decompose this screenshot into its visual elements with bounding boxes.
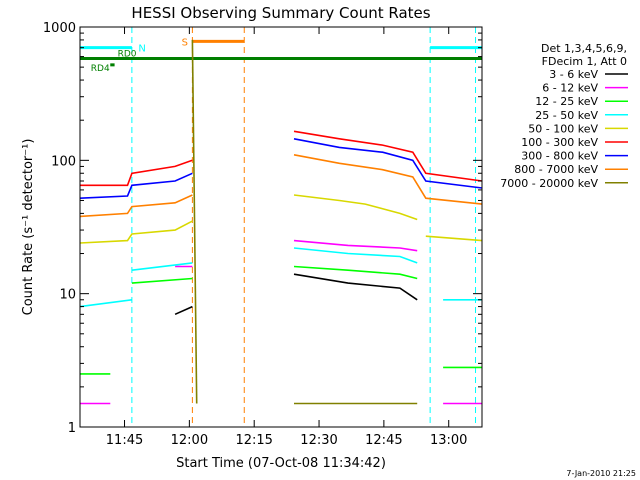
x-tick-label: 12:30 bbox=[300, 433, 337, 448]
series-4-segment-2 bbox=[131, 262, 193, 271]
series-6-segment-1 bbox=[80, 159, 193, 187]
series-4-segment-3 bbox=[293, 247, 418, 264]
series-1-segment-2 bbox=[293, 273, 418, 301]
series-5-segment-3 bbox=[425, 235, 483, 242]
chart-marks: N S RD0 RD4 11:45 12:00 12:15 12:30 12:45 13:00 1 1… bbox=[43, 21, 627, 448]
y-tick-label: 100 bbox=[51, 154, 76, 169]
series-8-segment-2 bbox=[293, 154, 483, 205]
series-6-segment-2 bbox=[293, 130, 483, 182]
legend-entry-label: 25 - 50 keV bbox=[535, 109, 598, 122]
legend-entry-label: 7000 - 20000 keV bbox=[500, 177, 598, 190]
series-8-segment-1 bbox=[79, 194, 193, 218]
series-9-segment-1 bbox=[191, 39, 198, 404]
y-tick-label: 1000 bbox=[43, 21, 76, 36]
series-2-segment-3 bbox=[293, 239, 418, 252]
x-tick-label: 12:45 bbox=[365, 433, 402, 448]
legend-entry-label: 800 - 7000 keV bbox=[514, 163, 598, 176]
legend-header: FDecim 1, Att 0 bbox=[542, 55, 627, 68]
legend-entry-label: 50 - 100 keV bbox=[528, 122, 598, 135]
x-axis-label: Start Time (07-Oct-08 11:34:42) bbox=[176, 456, 386, 471]
annotation-s: S bbox=[182, 37, 188, 48]
series-5-segment-2 bbox=[293, 194, 418, 221]
legend-header: Det 1,3,4,5,6,9, bbox=[541, 42, 627, 55]
annotation-rd4: RD4 bbox=[91, 64, 110, 74]
series-3-segment-3 bbox=[293, 265, 418, 280]
chart-title: HESSI Observing Summary Count Rates bbox=[131, 4, 430, 22]
legend-entry-label: 12 - 25 keV bbox=[535, 95, 598, 108]
legend-entry-label: 3 - 6 keV bbox=[549, 68, 598, 81]
y-tick-label: 10 bbox=[59, 288, 76, 303]
series-7-segment-1 bbox=[79, 172, 193, 199]
y-axis-label: Count Rate (s⁻¹ detector⁻¹) bbox=[21, 139, 36, 316]
plot-frame bbox=[79, 26, 483, 428]
series-7-segment-2 bbox=[293, 138, 483, 189]
annotation-rd0: RD0 bbox=[118, 50, 137, 60]
series-3-segment-2 bbox=[131, 277, 193, 284]
series-1-segment-1 bbox=[174, 305, 193, 316]
x-tick-label: 11:45 bbox=[106, 433, 143, 448]
legend-entry-label: 300 - 800 keV bbox=[521, 150, 598, 163]
series-4-segment-1 bbox=[79, 299, 133, 308]
annotation-n: N bbox=[138, 44, 145, 55]
legend-entry-label: 100 - 300 keV bbox=[521, 136, 598, 149]
x-tick-label: 12:00 bbox=[171, 433, 208, 448]
x-tick-label: 12:15 bbox=[235, 433, 272, 448]
series-5-segment-1 bbox=[79, 220, 193, 244]
x-tick-label: 13:00 bbox=[430, 433, 467, 448]
y-tick-label: 1 bbox=[68, 421, 76, 436]
legend-entry-label: 6 - 12 keV bbox=[542, 82, 598, 95]
footer-timestamp: 7-Jan-2010 21:25 bbox=[566, 469, 636, 478]
